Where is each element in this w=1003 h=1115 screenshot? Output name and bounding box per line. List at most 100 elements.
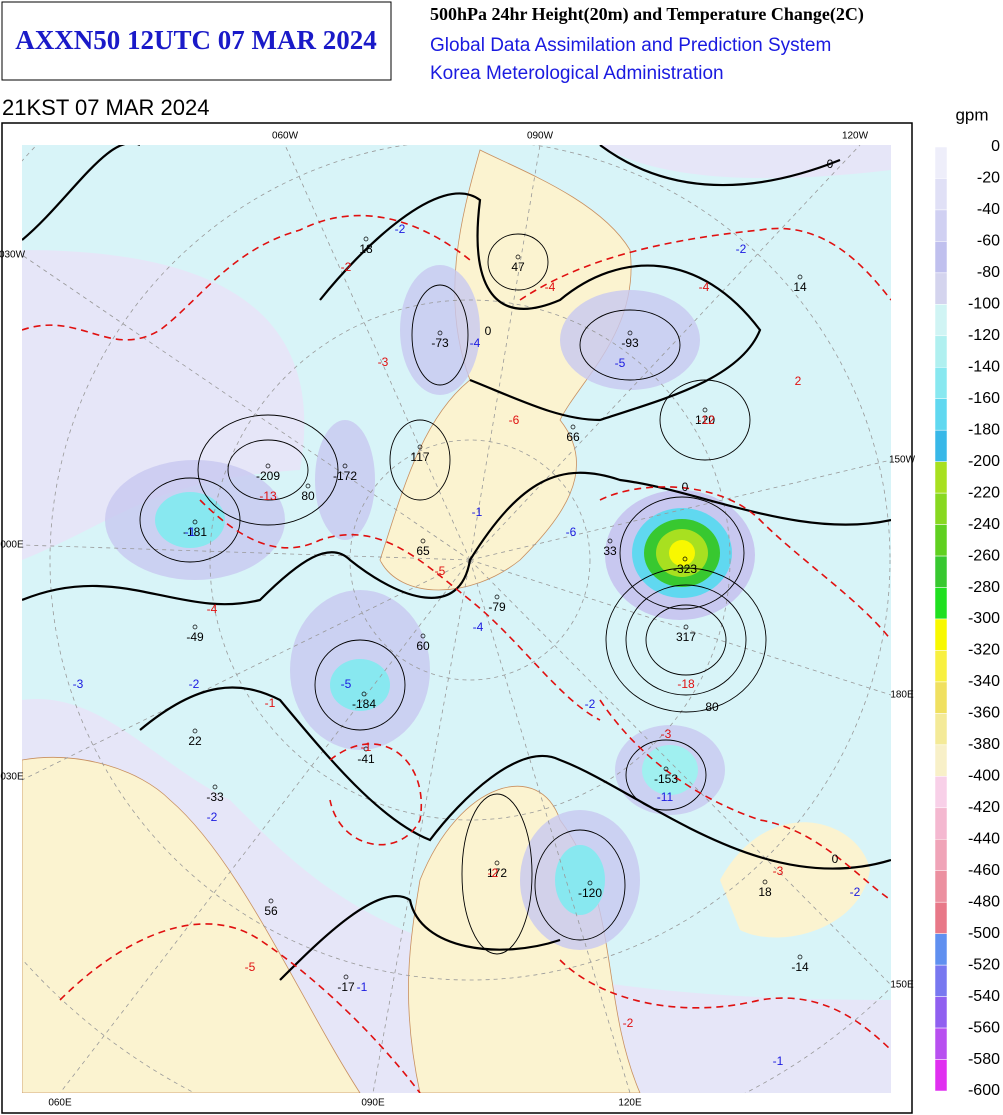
height-label: -120 <box>578 886 602 900</box>
colorbar-label: -340 <box>968 673 1000 690</box>
center-marker <box>663 766 669 772</box>
height-label: -172 <box>333 469 357 483</box>
colorbar-swatch <box>934 555 948 588</box>
lon-label: 120W <box>842 131 869 142</box>
height-label: 0 <box>682 480 689 494</box>
temp-change-label: 2 <box>795 374 802 388</box>
temp-change-label: -5 <box>245 960 256 974</box>
height-label: 66 <box>566 430 580 444</box>
center-marker <box>627 330 633 336</box>
agency: Korea Meterological Administration <box>430 63 724 84</box>
temp-change-label: -12 <box>697 413 715 427</box>
height-label: 18 <box>758 885 772 899</box>
center-marker <box>587 880 593 886</box>
colorbar-label: -240 <box>968 516 1000 533</box>
height-label: -79 <box>488 600 506 614</box>
temp-change-label: -3 <box>773 864 784 878</box>
center-marker <box>494 594 500 600</box>
lon-label: 150E <box>890 980 914 991</box>
center-marker <box>212 784 218 790</box>
height-label: 0 <box>832 852 839 866</box>
colorbar-label: -440 <box>968 830 1000 847</box>
height-label: 317 <box>676 630 696 644</box>
colorbar-label: -360 <box>968 705 1000 722</box>
height-label: 0 <box>827 157 834 171</box>
colorbar-label: -600 <box>968 1082 1000 1099</box>
temp-change-label: -2 <box>623 1016 634 1030</box>
height-label: 0 <box>485 324 492 338</box>
temp-change-label: -1 <box>185 525 196 539</box>
colorbar-swatch <box>934 241 948 274</box>
temp-change-label: -3 <box>661 727 672 741</box>
colorbar-swatch <box>934 524 948 557</box>
map-labels: 060W 090W 120W 030W 150W 000E 180E 030E 150E 060E… <box>0 131 916 1109</box>
center-marker <box>343 974 349 980</box>
center-marker <box>192 519 198 525</box>
colorbar-label: 0 <box>991 138 1000 155</box>
center-marker <box>702 407 708 413</box>
height-label: -73 <box>431 336 449 350</box>
temp-change-label: -4 <box>470 336 481 350</box>
temp-change-label: -18 <box>677 677 695 691</box>
height-label: -14 <box>791 960 809 974</box>
colorbar-label: -420 <box>968 799 1000 816</box>
height-label: -17 <box>337 980 355 994</box>
colorbar-label: -80 <box>977 264 1000 281</box>
title: 500hPa 24hr Height(20m) and Temperature … <box>430 4 864 25</box>
temp-change-label: -4 <box>699 280 710 294</box>
temp-change-label: -4 <box>207 602 218 616</box>
colorbar-swatch <box>934 429 948 462</box>
temp-change-label: -1 <box>357 980 368 994</box>
lon-label: 090W <box>527 131 554 142</box>
lon-label: 060W <box>272 131 299 142</box>
lon-label: 030E <box>0 772 24 783</box>
temp-change-label: -2 <box>585 697 596 711</box>
colorbar-swatch <box>934 681 948 714</box>
colorbar-swatch <box>934 272 948 305</box>
colorbar-swatch <box>934 367 948 399</box>
height-label: 65 <box>416 544 430 558</box>
temp-change-label: -2 <box>488 866 499 880</box>
colorbar-swatch <box>934 933 948 966</box>
colorbar-swatch <box>934 650 948 683</box>
colorbar-swatch <box>934 304 948 337</box>
center-marker <box>437 330 443 336</box>
colorbar-swatch <box>934 713 948 746</box>
lon-label: 180E <box>890 690 914 701</box>
temp-change-label: -4 <box>545 280 556 294</box>
center-marker <box>515 254 521 260</box>
temp-change-label: -2 <box>395 222 406 236</box>
height-label: -181 <box>183 525 207 539</box>
temp-change-label: -6 <box>566 525 577 539</box>
height-label: -41 <box>357 752 375 766</box>
colorbar-label: -40 <box>977 201 1000 218</box>
temp-change-label: -2 <box>189 677 200 691</box>
colorbar-swatch <box>934 178 948 211</box>
temp-change-label: -1 <box>472 505 483 519</box>
product: AXXN50 12UTC 07 MAR 2024 <box>15 25 376 55</box>
height-label: 80 <box>705 700 719 714</box>
center-marker <box>417 444 423 450</box>
temp-change-label: -1 <box>265 696 276 710</box>
colorbar-label: -280 <box>968 579 1000 596</box>
height-label: 117 <box>410 450 429 464</box>
colorbar-swatch <box>934 996 948 1029</box>
center-marker <box>192 728 198 734</box>
colorbar-label: -540 <box>968 988 1000 1005</box>
colorbar-swatch <box>934 398 948 431</box>
colorbar-label: -300 <box>968 610 1000 627</box>
center-marker <box>683 624 689 630</box>
temp-change-label: -6 <box>509 413 520 427</box>
temp-change-label: -1 <box>773 1054 784 1068</box>
colorbar-label: -320 <box>968 642 1000 659</box>
center-marker <box>420 633 426 639</box>
temp-change-label: -13 <box>259 489 277 503</box>
valid-time: 21KST 07 MAR 2024 <box>2 95 210 120</box>
center-marker <box>305 483 311 489</box>
center-marker <box>361 691 367 697</box>
colorbar-label: -100 <box>968 296 1000 313</box>
center-marker <box>607 538 613 544</box>
height-label: 60 <box>416 639 430 653</box>
lon-label: 090E <box>361 1098 385 1109</box>
